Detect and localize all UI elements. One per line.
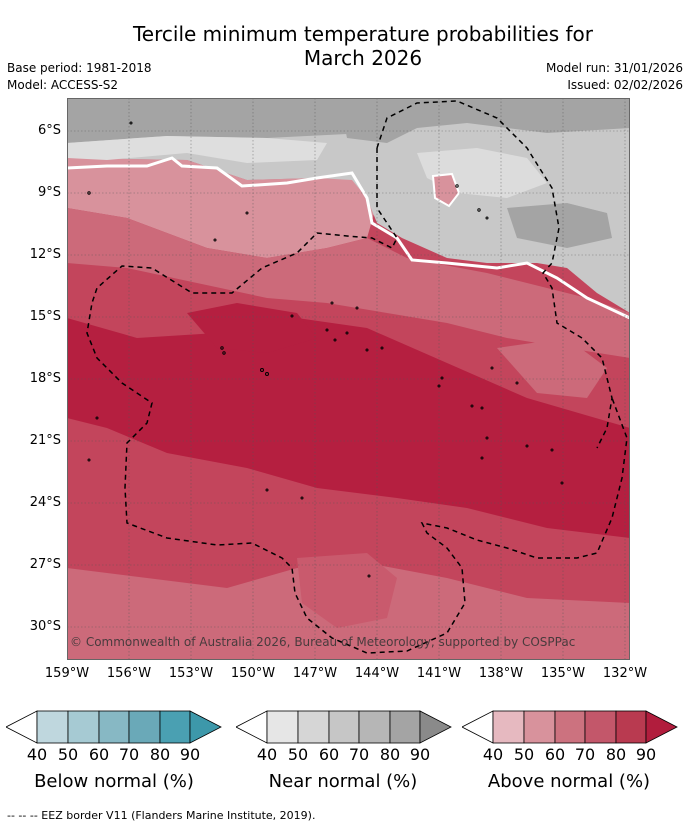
tick: 80 bbox=[605, 745, 627, 764]
cb-above-4 bbox=[584, 710, 617, 744]
cb-near-4 bbox=[358, 710, 391, 744]
tick: 60 bbox=[544, 745, 566, 764]
lon-label-144w: 144°W bbox=[354, 666, 400, 681]
map-title: Tercile minimum temperature probabilitie… bbox=[0, 22, 690, 70]
lat-label-18s: 18°S bbox=[29, 371, 61, 386]
lon-label-150w: 150°W bbox=[230, 666, 276, 681]
copyright-notice: © Commonwealth of Australia 2026, Bureau… bbox=[70, 635, 575, 649]
lon-label-141w: 141°W bbox=[416, 666, 462, 681]
lon-label-138w: 138°W bbox=[478, 666, 524, 681]
tick: 40 bbox=[26, 745, 48, 764]
lon-label-156w: 156°W bbox=[106, 666, 152, 681]
lon-label-135w: 135°W bbox=[540, 666, 586, 681]
islands bbox=[87, 121, 564, 578]
above-normal-core bbox=[67, 318, 630, 538]
cb-near-1 bbox=[266, 710, 299, 744]
tick: 90 bbox=[635, 745, 657, 764]
cb-below-2 bbox=[67, 710, 100, 744]
colorbar-above-normal bbox=[462, 710, 678, 744]
lon-label-147w: 147°W bbox=[292, 666, 338, 681]
model-run: Model run: 31/01/2026 bbox=[545, 61, 683, 75]
colorbar-below-label: Below normal (%) bbox=[34, 771, 194, 792]
title-line-2: March 2026 bbox=[303, 46, 423, 70]
cb-above-2 bbox=[523, 710, 556, 744]
colorbar-near-normal bbox=[236, 710, 452, 744]
near-normal-dark-3 bbox=[342, 110, 417, 143]
lon-label-153w: 153°W bbox=[168, 666, 214, 681]
cb-near-5 bbox=[389, 710, 421, 744]
above-normal-east-light bbox=[497, 338, 607, 398]
issued-date: Issued: 02/02/2026 bbox=[567, 78, 683, 92]
tick: 50 bbox=[513, 745, 535, 764]
tick: 40 bbox=[482, 745, 504, 764]
above-normal-core-2 bbox=[187, 303, 317, 353]
lon-label-159w: 159°W bbox=[44, 666, 90, 681]
cb-above-3 bbox=[554, 710, 586, 744]
category-boundary bbox=[67, 156, 630, 320]
small-red-patch bbox=[431, 172, 461, 208]
cb-below-4 bbox=[128, 710, 161, 744]
meta-left: Base period: 1981-2018 Model: ACCESS-S2 bbox=[7, 60, 152, 94]
gridlines bbox=[67, 98, 630, 660]
tick: 90 bbox=[179, 745, 201, 764]
tick: 50 bbox=[287, 745, 309, 764]
cb-above-1 bbox=[492, 710, 525, 744]
tick: 60 bbox=[88, 745, 110, 764]
model-name: Model: ACCESS-S2 bbox=[7, 78, 119, 92]
eez-footnote: -- -- -- EEZ border V11 (Flanders Marine… bbox=[7, 809, 316, 822]
cb-below-6 bbox=[189, 710, 222, 744]
cb-below-1 bbox=[36, 710, 69, 744]
lat-label-15s: 15°S bbox=[29, 309, 61, 324]
cb-near-2 bbox=[297, 710, 330, 744]
cb-near-3 bbox=[328, 710, 360, 744]
lat-label-21s: 21°S bbox=[29, 433, 61, 448]
tick: 80 bbox=[379, 745, 401, 764]
colorbar-near-label: Near normal (%) bbox=[268, 771, 418, 792]
tick: 50 bbox=[57, 745, 79, 764]
probability-map: © Commonwealth of Australia 2026, Bureau… bbox=[67, 98, 630, 660]
tick: 70 bbox=[118, 745, 140, 764]
tick: 60 bbox=[318, 745, 340, 764]
cb-above-5 bbox=[615, 710, 647, 744]
colorbar-below-normal bbox=[6, 710, 222, 744]
colorbar-above-label: Above normal (%) bbox=[487, 771, 651, 792]
cb-below-3 bbox=[98, 710, 130, 744]
base-period: Base period: 1981-2018 bbox=[7, 61, 152, 75]
eez-border-marquesas bbox=[376, 100, 613, 449]
tick: 40 bbox=[256, 745, 278, 764]
tick: 90 bbox=[409, 745, 431, 764]
cb-below-5 bbox=[159, 710, 191, 744]
tick: 70 bbox=[348, 745, 370, 764]
title-line-1: Tercile minimum temperature probabilitie… bbox=[132, 22, 594, 46]
tick: 70 bbox=[574, 745, 596, 764]
near-normal-dark-2 bbox=[507, 203, 612, 248]
cb-above-6 bbox=[645, 710, 678, 744]
lat-label-27s: 27°S bbox=[29, 557, 61, 572]
lon-label-132w: 132°W bbox=[602, 666, 648, 681]
tick: 80 bbox=[149, 745, 171, 764]
lat-label-12s: 12°S bbox=[29, 247, 61, 262]
near-normal-light bbox=[67, 136, 327, 163]
eez-border-french-polynesia bbox=[86, 148, 628, 654]
lat-label-30s: 30°S bbox=[29, 619, 61, 634]
meta-right: Model run: 31/01/2026 Issued: 02/02/2026 bbox=[546, 60, 683, 94]
cb-near-6 bbox=[419, 710, 452, 744]
lat-label-24s: 24°S bbox=[29, 495, 61, 510]
lat-label-9s: 9°S bbox=[37, 185, 61, 200]
above-normal-band-medium bbox=[67, 208, 630, 358]
lat-label-6s: 6°S bbox=[37, 123, 61, 138]
above-normal-southwest-light bbox=[297, 553, 397, 628]
above-normal-band-light bbox=[67, 158, 377, 258]
